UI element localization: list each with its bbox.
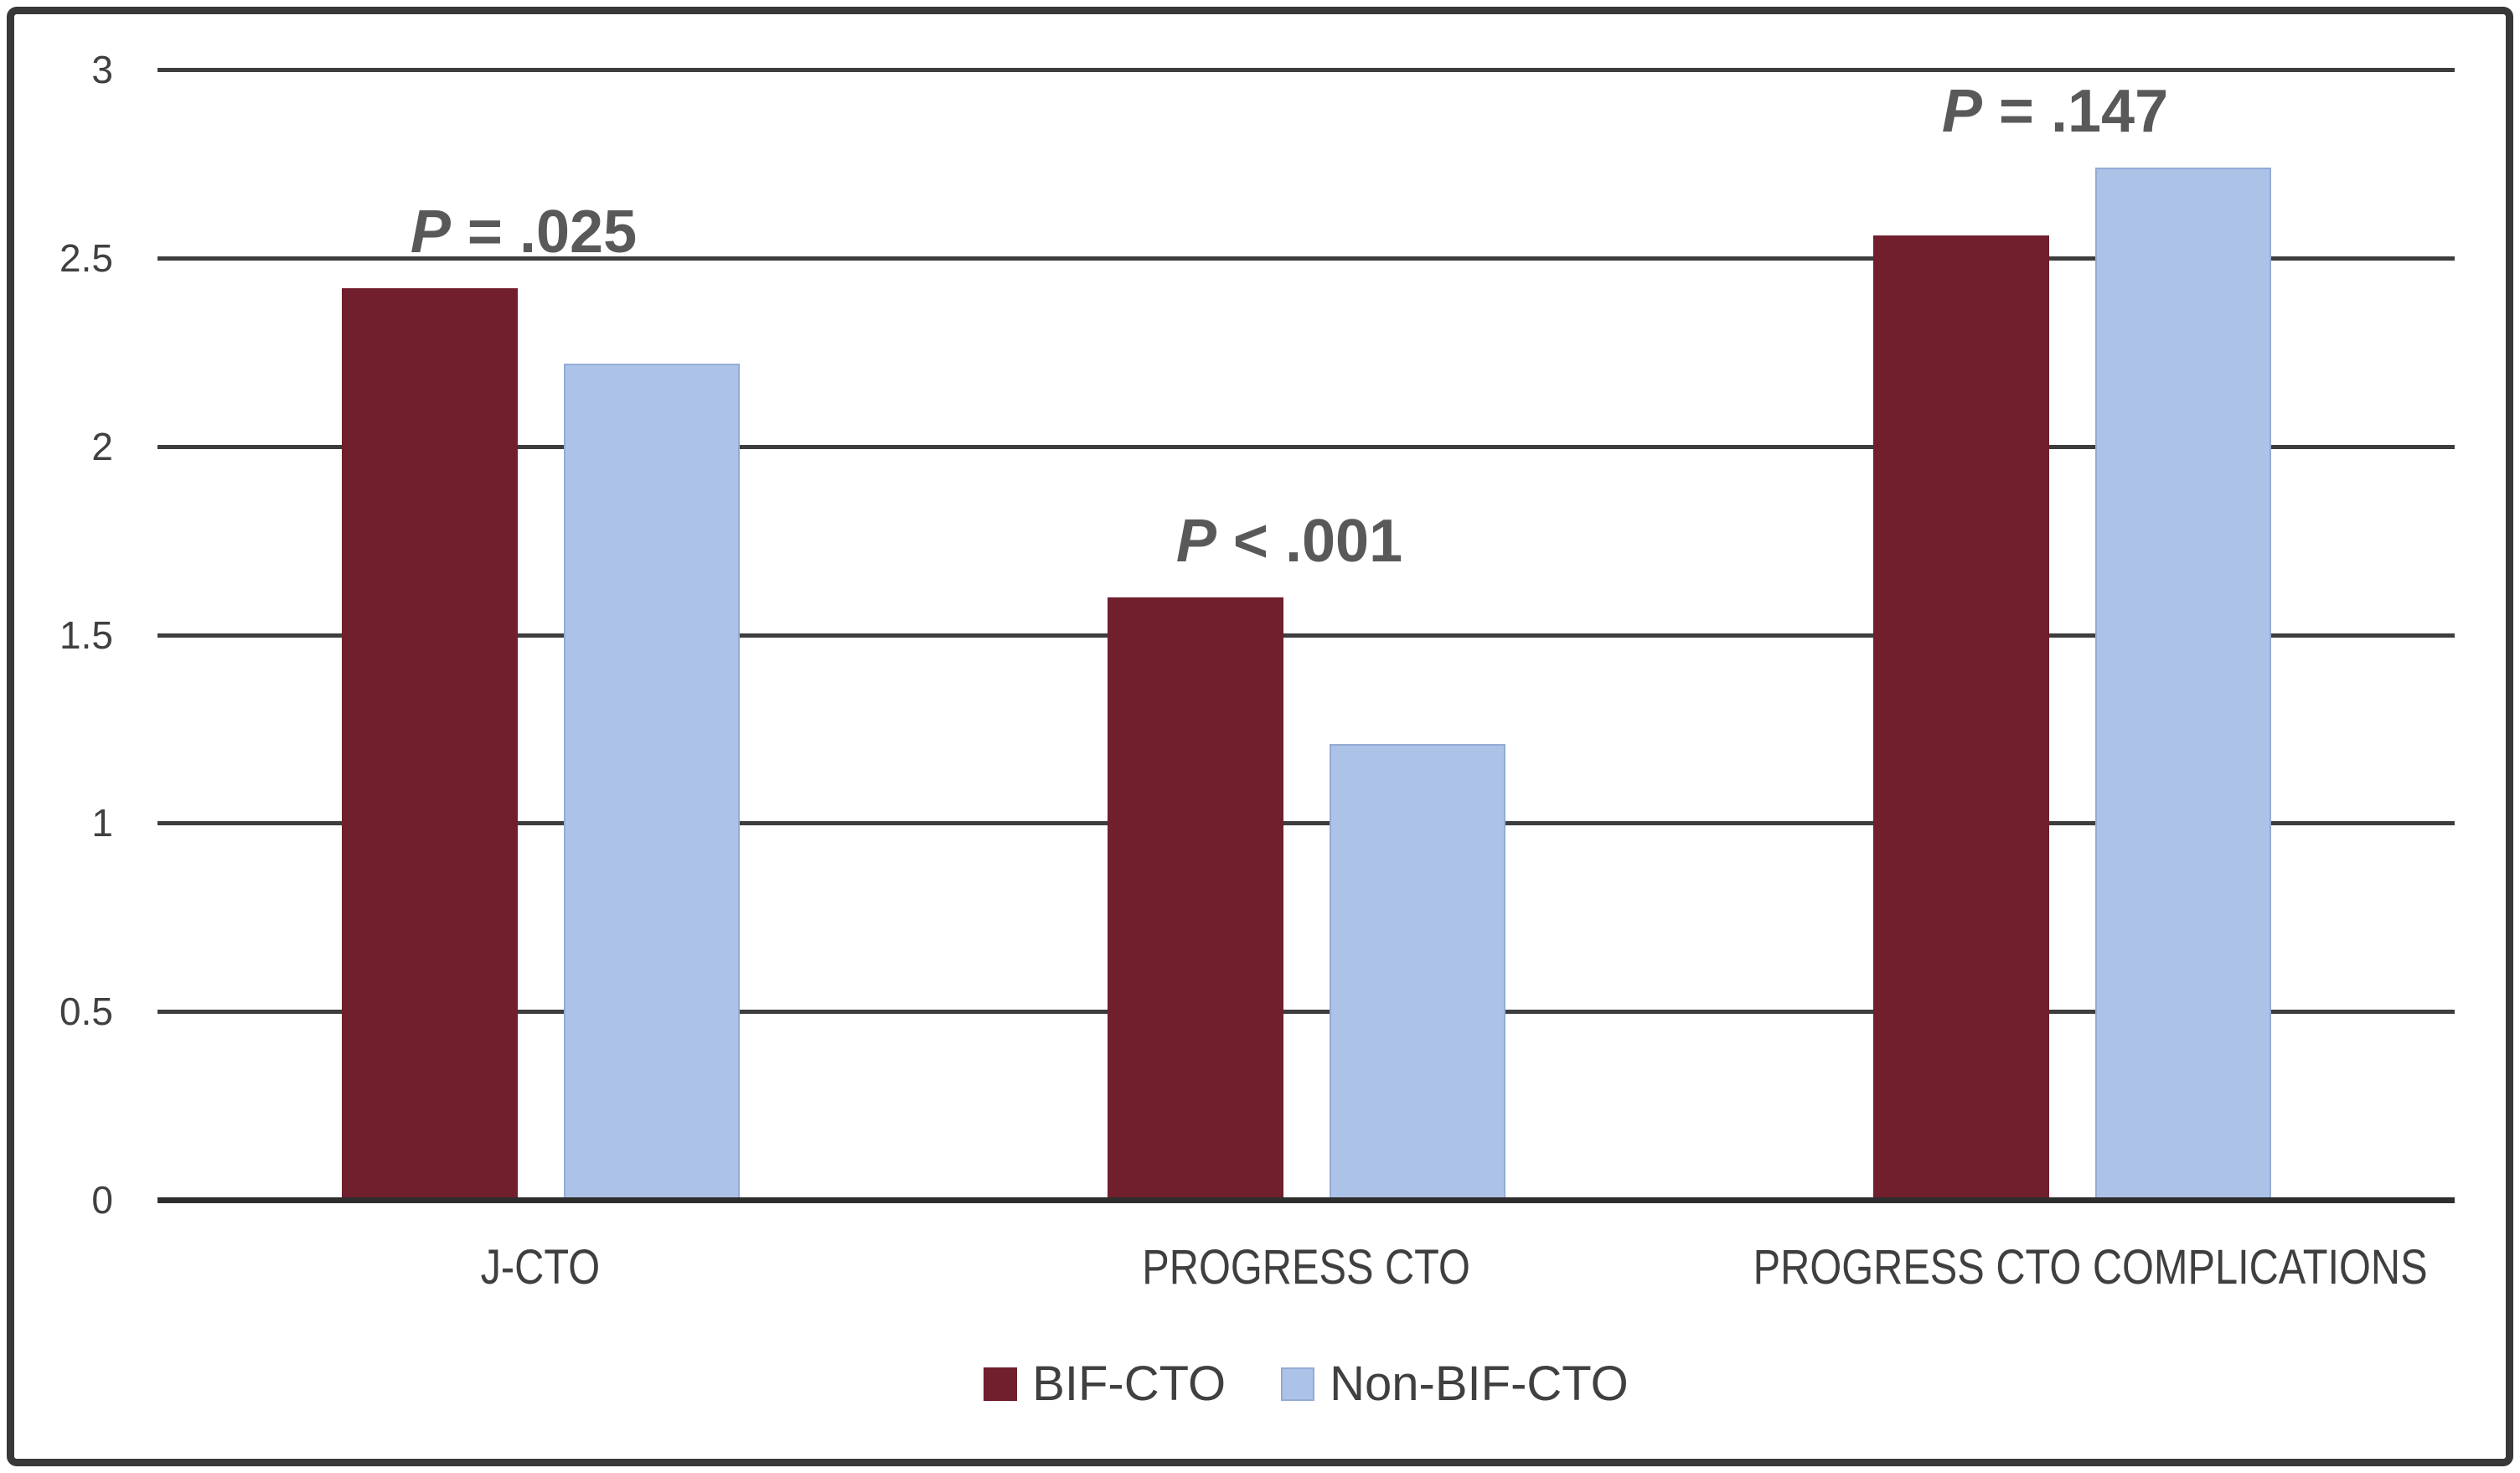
p-value-text: = .025 <box>450 199 638 266</box>
category-label-progress-cto-complications: PROGRESS CTO COMPLICATIONS <box>1689 1238 2455 1297</box>
bar-bif-cto-progress-cto-complications <box>1873 235 2049 1200</box>
legend-label: BIF-CTO <box>1032 1357 1226 1411</box>
gridline <box>158 1010 2455 1015</box>
category-label-text: PROGRESS CTO <box>1142 1240 1470 1295</box>
category-label-j-cto: J-CTO <box>158 1238 923 1297</box>
legend-entry-non-bif-cto: Non-BIF-CTO <box>1281 1359 1629 1409</box>
category-label-text: J-CTO <box>480 1240 601 1295</box>
y-tick-label: 1 <box>91 801 113 845</box>
p-value-text: < .001 <box>1216 508 1403 575</box>
bar-bif-cto-j-cto <box>342 288 518 1200</box>
bar-non-bif-cto-j-cto <box>564 364 740 1200</box>
legend-entry-bif-cto: BIF-CTO <box>984 1359 1226 1409</box>
gridline <box>158 444 2455 449</box>
p-symbol: P <box>1175 508 1216 575</box>
category-label-progress-cto: PROGRESS CTO <box>923 1238 1689 1297</box>
gridline <box>158 821 2455 826</box>
gridline <box>158 256 2455 261</box>
x-axis-line <box>158 1197 2455 1203</box>
p-value-annotation-progress-cto: P < .001 <box>971 509 1608 573</box>
y-tick-label: 2 <box>91 424 113 468</box>
bar-non-bif-cto-progress-cto-complications <box>2095 168 2271 1200</box>
y-tick-label: 1.5 <box>59 612 113 657</box>
y-tick-label: 3 <box>91 48 113 91</box>
p-value-annotation-j-cto: P = .025 <box>205 200 842 264</box>
bar-non-bif-cto-progress-cto <box>1330 744 1505 1200</box>
y-tick-label: 0.5 <box>59 990 113 1034</box>
y-tick-label: 0 <box>91 1178 113 1222</box>
legend-swatch-non-bif-cto <box>1281 1367 1315 1401</box>
legend-swatch-bif-cto <box>984 1367 1018 1401</box>
p-value-text: = .147 <box>1981 78 2169 145</box>
y-tick-label: 2.5 <box>59 235 113 280</box>
category-label-text: PROGRESS CTO COMPLICATIONS <box>1753 1240 2428 1295</box>
legend: BIF-CTO Non-BIF-CTO <box>158 1359 2455 1409</box>
legend-label: Non-BIF-CTO <box>1330 1357 1629 1411</box>
gridline <box>158 633 2455 638</box>
p-value-annotation-progress-cto-complications: P = .147 <box>1737 80 2373 143</box>
bar-bif-cto-progress-cto <box>1108 597 1283 1200</box>
gridline <box>158 68 2455 72</box>
p-symbol: P <box>1941 78 1982 145</box>
p-symbol: P <box>410 199 451 266</box>
